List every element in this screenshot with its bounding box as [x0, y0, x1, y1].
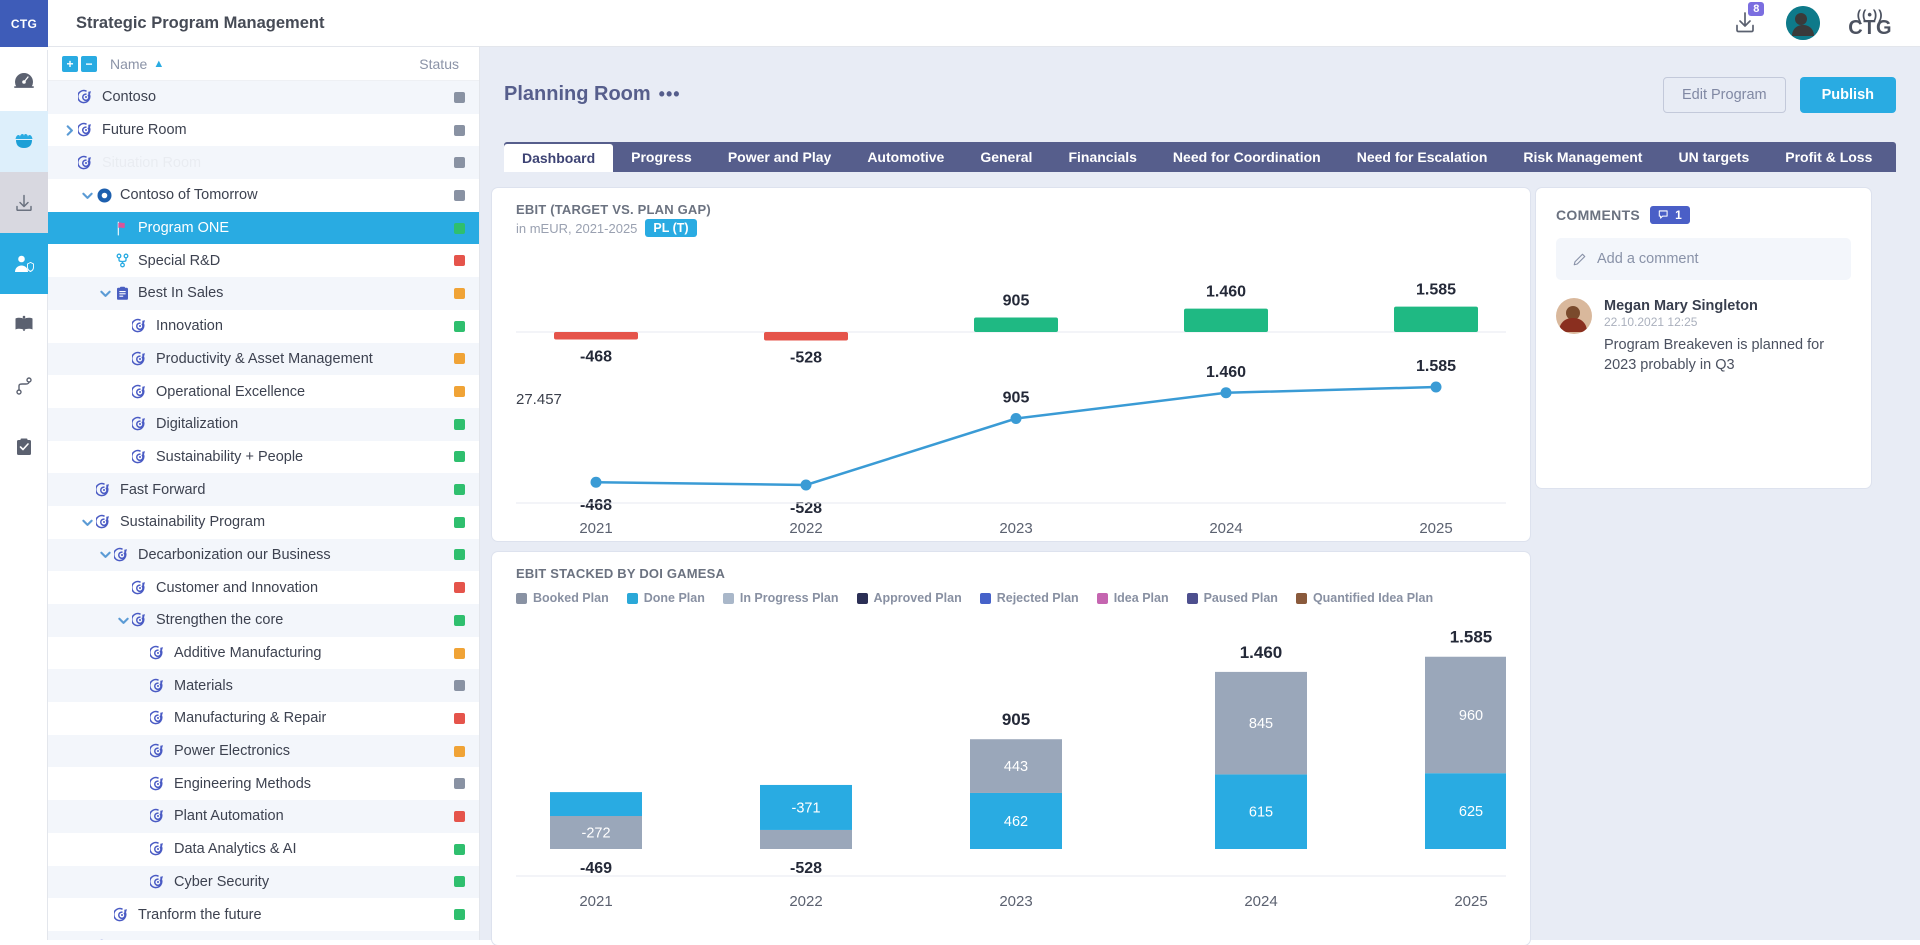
- svg-text:-468: -468: [580, 497, 612, 514]
- svg-text:1.460: 1.460: [1206, 364, 1246, 381]
- svg-text:-469: -469: [580, 860, 612, 877]
- svg-text:2023: 2023: [999, 520, 1032, 537]
- svg-text:-371: -371: [791, 800, 820, 816]
- svg-text:2023: 2023: [999, 893, 1032, 910]
- svg-text:2022: 2022: [789, 520, 822, 537]
- svg-text:2021: 2021: [579, 520, 612, 537]
- svg-text:2025: 2025: [1419, 520, 1452, 537]
- svg-text:1.585: 1.585: [1416, 282, 1456, 299]
- svg-text:1.460: 1.460: [1240, 643, 1283, 662]
- svg-text:625: 625: [1459, 804, 1483, 820]
- svg-text:2021: 2021: [579, 893, 612, 910]
- svg-text:27.457: 27.457: [516, 391, 562, 408]
- svg-text:905: 905: [1002, 710, 1030, 729]
- svg-text:-468: -468: [580, 348, 612, 365]
- svg-text:615: 615: [1249, 805, 1273, 821]
- svg-text:905: 905: [1003, 390, 1030, 407]
- svg-text:443: 443: [1004, 759, 1028, 775]
- svg-text:1.460: 1.460: [1206, 284, 1246, 301]
- svg-text:960: 960: [1459, 708, 1483, 724]
- svg-text:2024: 2024: [1244, 893, 1277, 910]
- svg-text:845: 845: [1249, 716, 1273, 732]
- svg-text:-528: -528: [790, 349, 822, 366]
- svg-text:2025: 2025: [1454, 893, 1487, 910]
- svg-text:-528: -528: [790, 860, 822, 877]
- svg-text:1.585: 1.585: [1416, 358, 1456, 375]
- svg-text:2022: 2022: [789, 893, 822, 910]
- svg-text:2024: 2024: [1209, 520, 1242, 537]
- svg-text:905: 905: [1003, 293, 1030, 310]
- svg-text:462: 462: [1004, 814, 1028, 830]
- svg-text:1.585: 1.585: [1450, 628, 1493, 647]
- svg-text:-272: -272: [581, 826, 610, 842]
